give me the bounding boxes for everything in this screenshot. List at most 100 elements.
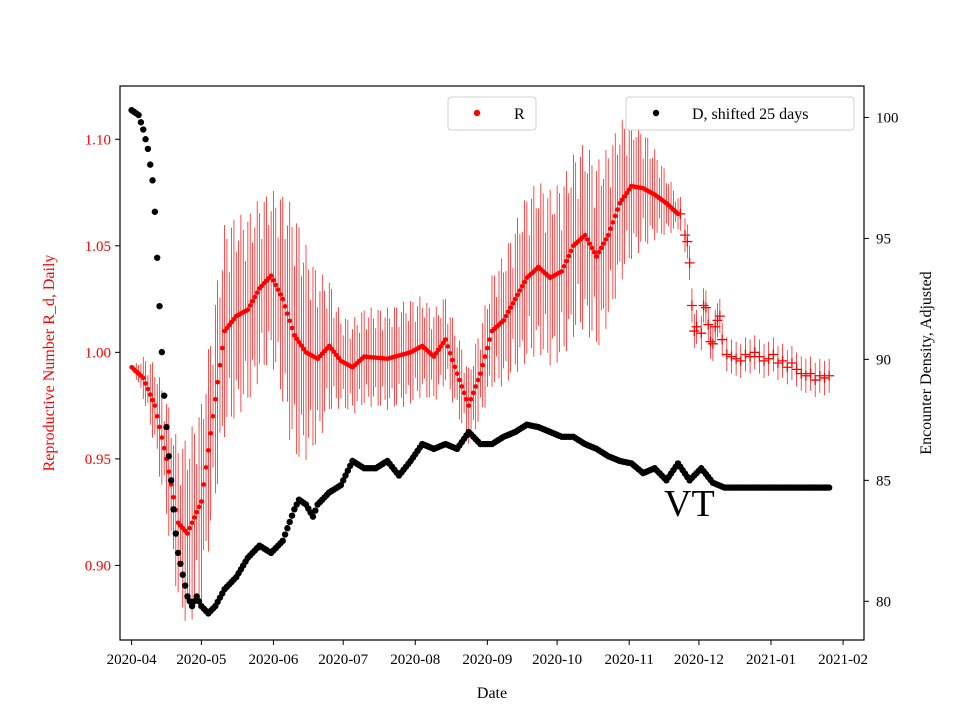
r-point (247, 303, 253, 308)
r-point (515, 292, 520, 298)
r-point (252, 294, 258, 300)
r-point (468, 396, 474, 402)
r-point (585, 237, 590, 242)
r-tail-point (703, 319, 714, 330)
r-point (210, 413, 216, 419)
r-point (454, 371, 460, 376)
r-point (471, 390, 476, 396)
d-point (151, 208, 159, 215)
r-point (213, 396, 218, 402)
r-point (464, 396, 469, 402)
legend-d-box (625, 96, 855, 131)
r-tail-point (800, 370, 811, 381)
y-axis-left-label: Reproductive Number R_d, Daily (41, 255, 58, 472)
r-point (519, 283, 525, 289)
r-tail-point (754, 351, 765, 362)
d-point (293, 501, 300, 508)
r-point (482, 354, 488, 359)
d-point (193, 593, 200, 600)
r-tail-point (679, 230, 690, 241)
r-point (568, 248, 574, 254)
d-point (147, 161, 154, 168)
d-point (165, 452, 173, 460)
d-point (144, 145, 152, 153)
r-point (282, 304, 288, 309)
d-point (184, 593, 191, 600)
d-point (340, 477, 347, 484)
r-point (617, 200, 623, 206)
r-point (147, 392, 153, 397)
r-point (445, 344, 451, 349)
r-point (605, 232, 611, 238)
r-point (220, 345, 225, 351)
r-tail-point (782, 362, 793, 373)
r-point (566, 253, 572, 259)
r-point (466, 403, 472, 408)
d-point (825, 484, 833, 491)
d-point (284, 525, 291, 532)
r-point (473, 384, 479, 389)
r-point (512, 296, 518, 302)
d-point (281, 531, 289, 538)
r-point (196, 504, 202, 510)
r-point (143, 381, 148, 386)
r-point (619, 197, 625, 203)
r-tail-point (726, 351, 737, 362)
r-point (608, 226, 613, 232)
r-point (294, 336, 300, 342)
r-point (517, 288, 523, 293)
r-point (461, 390, 467, 396)
r-point (145, 386, 151, 392)
y-right-tick-label: 95 (876, 231, 891, 247)
legend-d-marker (652, 109, 660, 117)
r-point (452, 364, 458, 370)
y-left-tick-label: 1.05 (85, 239, 111, 255)
r-point (289, 325, 295, 331)
r-point (285, 311, 290, 316)
r-point (299, 343, 304, 348)
r-point (187, 525, 193, 531)
x-tick-label: 2020-07 (318, 652, 368, 668)
r-tail-point (749, 347, 760, 358)
x-tick-label: 2021-02 (818, 652, 868, 668)
y-right-tick-label: 80 (876, 594, 891, 610)
r-point (161, 445, 167, 451)
d-point (312, 507, 319, 514)
d-point (195, 598, 203, 605)
r-point (601, 241, 606, 246)
y-left-tick-label: 1.00 (85, 345, 111, 361)
d-point (154, 254, 161, 261)
d-point (174, 549, 182, 557)
r-point (612, 213, 618, 219)
r-tail-point (740, 349, 751, 360)
r-point (610, 220, 616, 225)
d-point (167, 477, 175, 484)
d-point (156, 302, 163, 310)
d-point (149, 177, 156, 184)
r-point (431, 354, 437, 359)
r-point (505, 309, 511, 315)
r-point (192, 515, 197, 520)
r-tail-point (710, 321, 721, 332)
r-point (485, 345, 490, 351)
r-tail-point (721, 349, 732, 360)
r-point (438, 344, 444, 349)
r-point (508, 305, 513, 310)
x-tick-label: 2020-04 (107, 652, 157, 668)
r-point (273, 282, 279, 288)
r-point (615, 207, 620, 212)
d-point (286, 518, 293, 526)
d-point (142, 136, 149, 143)
r-point (166, 469, 172, 474)
r-point (296, 339, 302, 345)
d-point (137, 119, 145, 126)
d-point (342, 472, 349, 479)
r-point (561, 263, 567, 269)
d-point (309, 513, 317, 520)
r-point (292, 333, 297, 338)
r-point (587, 241, 592, 246)
x-tick-label: 2020-10 (532, 652, 582, 668)
legend-r-label: R (514, 106, 525, 123)
r-tail-point (824, 370, 835, 381)
d-point (191, 598, 198, 605)
